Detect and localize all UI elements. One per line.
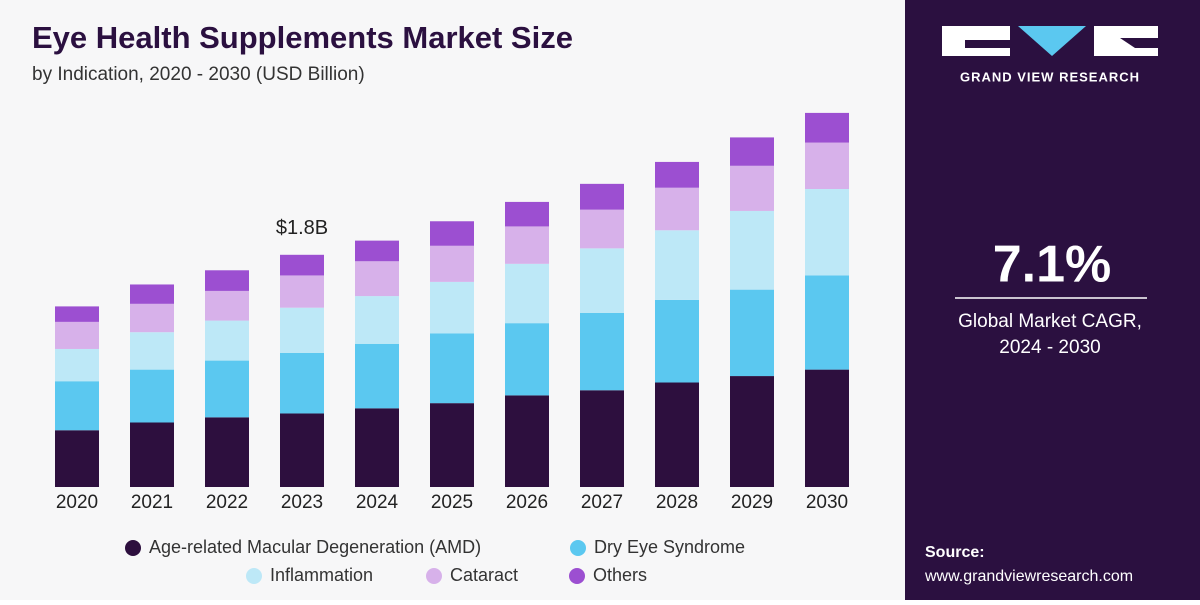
bar-segment: [205, 360, 249, 418]
bar-segment: [55, 348, 99, 382]
bar-segment: [205, 290, 249, 321]
bar-segment: [655, 187, 699, 231]
x-tick-label: 2022: [206, 492, 248, 513]
bar-segment: [355, 408, 399, 487]
bar-segment: [580, 209, 624, 249]
bar-segment: [130, 332, 174, 370]
x-tick-label: 2023: [281, 492, 323, 513]
legend-swatch: [125, 540, 141, 556]
bar-segment: [55, 321, 99, 349]
brand-name: GRAND VIEW RESEARCH: [960, 69, 1140, 84]
bar-segment: [205, 417, 249, 487]
legend-label: Inflammation: [270, 565, 373, 585]
bar-segment: [730, 289, 774, 377]
bar-segment: [580, 312, 624, 391]
bar-segment: [130, 422, 174, 487]
bar-segment: [430, 333, 474, 404]
sidebar-background: [905, 0, 1200, 600]
bar-segment: [280, 307, 324, 353]
bar-segment: [580, 183, 624, 210]
bar-segment: [355, 261, 399, 297]
bar-segment: [730, 210, 774, 290]
bar-segment: [655, 382, 699, 487]
bar-segment: [505, 226, 549, 264]
bar-segment: [55, 430, 99, 487]
source-label: Source:: [925, 544, 985, 561]
bar-segment: [805, 369, 849, 487]
bar-segment: [655, 230, 699, 300]
bar-segment: [655, 299, 699, 383]
bar-segment: [730, 376, 774, 487]
bar-segment: [805, 189, 849, 276]
bar-segment: [580, 390, 624, 487]
x-tick-label: 2028: [656, 492, 698, 513]
x-tick-label: 2021: [131, 492, 173, 513]
bar-segment: [355, 343, 399, 409]
legend-label: Cataract: [450, 565, 518, 585]
legend-swatch: [426, 568, 442, 584]
legend-label: Others: [593, 565, 647, 585]
bar-segment: [655, 161, 699, 188]
bar-segment: [505, 263, 549, 324]
bar-segment: [430, 245, 474, 282]
bar-segment: [430, 221, 474, 246]
cagr-value: 7.1%: [993, 236, 1112, 294]
legend-swatch: [246, 568, 262, 584]
bar-segment: [130, 284, 174, 304]
bar-segment: [130, 303, 174, 333]
x-tick-label: 2020: [56, 492, 98, 513]
bar-segment: [805, 275, 849, 370]
bar-segment: [355, 240, 399, 262]
logo: [942, 26, 1158, 56]
bar-segment: [205, 320, 249, 361]
bar-segment: [280, 413, 324, 487]
x-tick-label: 2027: [581, 492, 623, 513]
legend-swatch: [570, 540, 586, 556]
x-tick-label: 2026: [506, 492, 548, 513]
bar-segment: [55, 381, 99, 431]
bar-segment: [505, 201, 549, 227]
bar-segment: [430, 281, 474, 334]
x-tick-label: 2029: [731, 492, 773, 513]
bar-segment: [130, 369, 174, 423]
bar-segment: [355, 296, 399, 344]
bar-segment: [280, 254, 324, 276]
bar-segment: [280, 352, 324, 414]
bar-segment: [730, 165, 774, 211]
bar-segment: [505, 323, 549, 396]
x-tick-label: 2030: [806, 492, 848, 513]
x-tick-label: 2025: [431, 492, 473, 513]
legend-swatch: [569, 568, 585, 584]
legend-label: Age-related Macular Degeneration (AMD): [149, 537, 481, 557]
source-url: www.grandviewresearch.com: [924, 568, 1133, 585]
bar-segment: [805, 112, 849, 143]
bar-segment: [280, 275, 324, 308]
bar-segment: [430, 403, 474, 487]
bar-segment: [580, 248, 624, 313]
x-tick-label: 2024: [356, 492, 399, 513]
bar-segment: [55, 306, 99, 322]
bar-segment: [805, 142, 849, 190]
legend-label: Dry Eye Syndrome: [594, 537, 745, 557]
bar-segment: [505, 395, 549, 487]
bar-segment: [730, 137, 774, 166]
cagr-caption: Global Market CAGR,: [958, 311, 1142, 332]
bar-segment: [205, 270, 249, 291]
chart-subtitle: by Indication, 2020 - 2030 (USD Billion): [32, 64, 365, 85]
chart-title: Eye Health Supplements Market Size: [32, 20, 573, 55]
cagr-caption: 2024 - 2030: [999, 337, 1100, 358]
value-label: $1.8B: [276, 217, 328, 239]
